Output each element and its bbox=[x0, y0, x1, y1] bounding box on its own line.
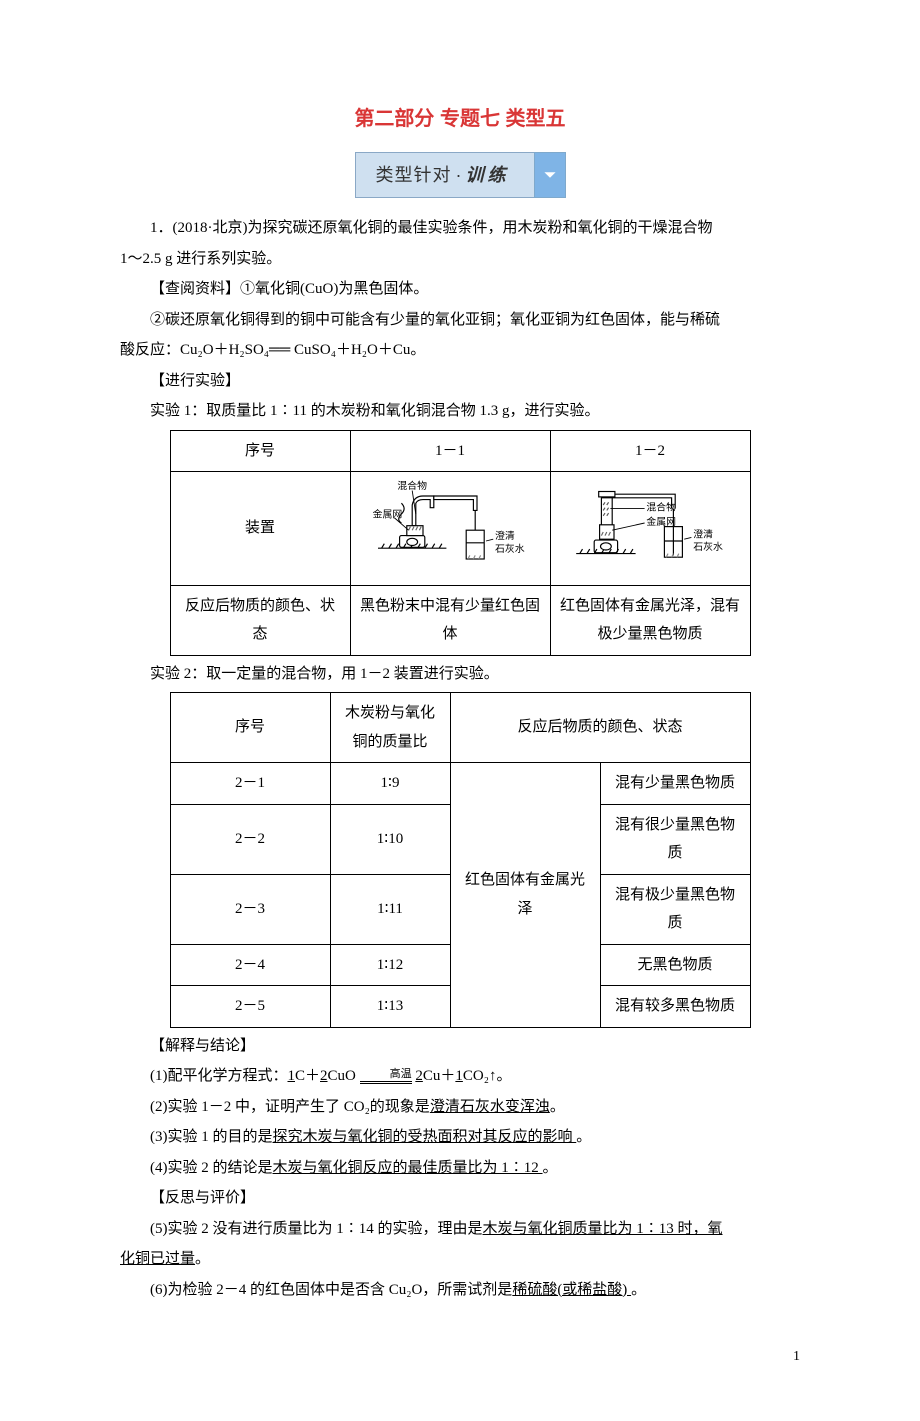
t1-result-1-2: 红色固体有金属光泽，混有极少量黑色物质 bbox=[550, 585, 750, 655]
lbl-lime-a2: 澄清 bbox=[693, 528, 713, 541]
q4-pre: (4)实验 2 的结论是 bbox=[150, 1160, 273, 1176]
t2-r1-c1: 2－1 bbox=[170, 763, 330, 805]
t2-head-ratio: 木炭粉与氧化铜的质量比 bbox=[330, 693, 450, 763]
q3-answer: 探究木炭与氧化铜的受热面积对其反应的影响 bbox=[273, 1129, 577, 1145]
t1-row-device-label: 装置 bbox=[170, 472, 350, 586]
q1-pre: (1)配平化学方程式： bbox=[150, 1068, 288, 1084]
t2-head-state: 反应后物质的颜色、状态 bbox=[450, 693, 750, 763]
t2-r3-c2: 1∶11 bbox=[330, 874, 450, 944]
t1-header-seq: 序号 bbox=[170, 430, 350, 472]
t1-header-1-1: 1－1 bbox=[350, 430, 550, 472]
q5-answer-2: 化铜已过量 bbox=[120, 1251, 195, 1267]
lbl-mix-2: 混合物 bbox=[646, 501, 676, 514]
apparatus-diagram-2: 混合物 金属网 澄清 石灰水 bbox=[555, 478, 745, 568]
page-number: 1 bbox=[120, 1344, 800, 1371]
q6-post: 。 bbox=[631, 1282, 646, 1298]
t2-r5-c2: 1∶13 bbox=[330, 986, 450, 1028]
t2-r5-c4: 混有较多黑色物质 bbox=[600, 986, 750, 1028]
t2-merged-c3: 红色固体有金属光泽 bbox=[450, 763, 600, 1028]
banner-label: 类型针对 bbox=[376, 158, 452, 192]
q1-txt-c: C＋ bbox=[295, 1068, 320, 1084]
banner-dot: · bbox=[456, 158, 462, 192]
experiment2-desc: 实验 2：取一定量的混合物，用 1－2 装置进行实验。 bbox=[120, 660, 800, 689]
q5-pre: (5)实验 2 没有进行质量比为 1∶14 的实验，理由是 bbox=[150, 1221, 483, 1237]
q6: (6)为检验 2－4 的红色固体中是否含 Cu₂O，所需试剂是稀硫酸(或稀盐酸)… bbox=[120, 1276, 800, 1305]
t2-r4-c2: 1∶12 bbox=[330, 944, 450, 986]
lbl-net: 金属网 bbox=[373, 508, 403, 521]
resource-head: 【查阅资料】①氧化铜(CuO)为黑色固体。 bbox=[120, 275, 800, 304]
q4: (4)实验 2 的结论是木炭与氧化铜反应的最佳质量比为 1∶12 。 bbox=[120, 1154, 800, 1183]
t2-r4-c4: 无黑色物质 bbox=[600, 944, 750, 986]
t2-r3-c1: 2－3 bbox=[170, 874, 330, 944]
experiment-head: 【进行实验】 bbox=[120, 367, 800, 396]
q1-txt-cuo: CuO bbox=[328, 1068, 360, 1084]
q6-answer: 稀硫酸(或稀盐酸) bbox=[512, 1282, 631, 1298]
t1-device-1-1: 混合物 金属网 澄清 石灰水 bbox=[350, 472, 550, 586]
q1: (1)配平化学方程式：1C＋2CuO 高温 2Cu＋1CO₂↑。 bbox=[120, 1062, 800, 1091]
t1-device-1-2: 混合物 金属网 澄清 石灰水 bbox=[550, 472, 750, 586]
q4-post: 。 bbox=[543, 1160, 558, 1176]
t1-result-1-1: 黑色粉末中混有少量红色固体 bbox=[350, 585, 550, 655]
q1-coef-co2: 1 bbox=[455, 1068, 463, 1084]
resource-2b: 酸反应：Cu₂O＋H₂SO₄══ CuSO₄＋H₂O＋Cu。 bbox=[120, 336, 800, 365]
q5-post: 。 bbox=[195, 1251, 210, 1267]
t2-r1-c2: 1∶9 bbox=[330, 763, 450, 805]
reflection-head: 【反思与评价】 bbox=[120, 1184, 800, 1213]
q6-pre: (6)为检验 2－4 的红色固体中是否含 Cu₂O，所需试剂是 bbox=[150, 1282, 512, 1298]
banner-box: 类型针对 · 训练 bbox=[355, 152, 534, 198]
t1-header-1-2: 1－2 bbox=[550, 430, 750, 472]
experiment1-desc: 实验 1：取质量比 1∶11 的木炭粉和氧化铜混合物 1.3 g，进行实验。 bbox=[120, 397, 800, 426]
t2-head-seq: 序号 bbox=[170, 693, 330, 763]
lbl-lime-b: 石灰水 bbox=[495, 542, 525, 555]
lbl-mix: 混合物 bbox=[397, 479, 427, 492]
lbl-lime-a: 澄清 bbox=[495, 529, 515, 542]
page-title: 第二部分 专题七 类型五 bbox=[120, 100, 800, 138]
q4-answer: 木炭与氧化铜反应的最佳质量比为 1∶12 bbox=[273, 1160, 543, 1176]
apparatus-diagram-1: 混合物 金属网 澄清 石灰水 bbox=[355, 478, 545, 568]
resource-2a: ②碳还原氧化铜得到的铜中可能含有少量的氧化亚铜；氧化亚铜为红色固体，能与稀硫 bbox=[120, 306, 800, 335]
t2-r4-c1: 2－4 bbox=[170, 944, 330, 986]
reaction-condition-icon: 高温 bbox=[360, 1068, 412, 1085]
t2-r2-c1: 2－2 bbox=[170, 804, 330, 874]
lbl-lime-b2: 石灰水 bbox=[693, 540, 723, 553]
table-2: 序号 木炭粉与氧化铜的质量比 反应后物质的颜色、状态 2－1 1∶9 红色固体有… bbox=[170, 692, 751, 1028]
q3-post: 。 bbox=[576, 1129, 591, 1145]
q1-top: 高温 bbox=[360, 1068, 412, 1080]
table-1: 序号 1－1 1－2 装置 bbox=[170, 430, 751, 656]
t2-r1-c4: 混有少量黑色物质 bbox=[600, 763, 750, 805]
banner-word: 训练 bbox=[466, 158, 510, 192]
banner: 类型针对 · 训练 bbox=[120, 152, 800, 198]
q3: (3)实验 1 的目的是探究木炭与氧化铜的受热面积对其反应的影响 。 bbox=[120, 1123, 800, 1152]
q2: (2)实验 1－2 中，证明产生了 CO₂的现象是澄清石灰水变浑浊。 bbox=[120, 1093, 800, 1122]
banner-arrow-icon bbox=[534, 152, 566, 198]
conclusion-head: 【解释与结论】 bbox=[120, 1032, 800, 1061]
q5-answer-1: 木炭与氧化铜质量比为 1∶13 时，氧 bbox=[483, 1221, 723, 1237]
t2-r5-c1: 2－5 bbox=[170, 986, 330, 1028]
q1-coef-c: 1 bbox=[288, 1068, 296, 1084]
q1-coef-cu: 2 bbox=[415, 1068, 423, 1084]
t2-r2-c2: 1∶10 bbox=[330, 804, 450, 874]
q1-txt-co2: CO₂↑。 bbox=[463, 1068, 512, 1084]
q5-line2: 化铜已过量。 bbox=[120, 1245, 800, 1274]
q1-coef-cuo: 2 bbox=[320, 1068, 328, 1084]
t1-row-result-label: 反应后物质的颜色、状态 bbox=[170, 585, 350, 655]
q2-pre: (2)实验 1－2 中，证明产生了 CO₂的现象是 bbox=[150, 1099, 430, 1115]
q2-post: 。 bbox=[550, 1099, 565, 1115]
t2-r3-c4: 混有极少量黑色物质 bbox=[600, 874, 750, 944]
lbl-net-2: 金属网 bbox=[646, 515, 676, 528]
t2-r2-c4: 混有很少量黑色物质 bbox=[600, 804, 750, 874]
q2-answer: 澄清石灰水变浑浊 bbox=[430, 1099, 550, 1115]
q5-line1: (5)实验 2 没有进行质量比为 1∶14 的实验，理由是木炭与氧化铜质量比为 … bbox=[120, 1215, 800, 1244]
q1-txt-cu: Cu＋ bbox=[423, 1068, 456, 1084]
para-1b: 1～2.5 g 进行系列实验。 bbox=[120, 245, 800, 274]
para-1a: 1．(2018·北京)为探究碳还原氧化铜的最佳实验条件，用木炭粉和氧化铜的干燥混… bbox=[120, 214, 800, 243]
q3-pre: (3)实验 1 的目的是 bbox=[150, 1129, 273, 1145]
